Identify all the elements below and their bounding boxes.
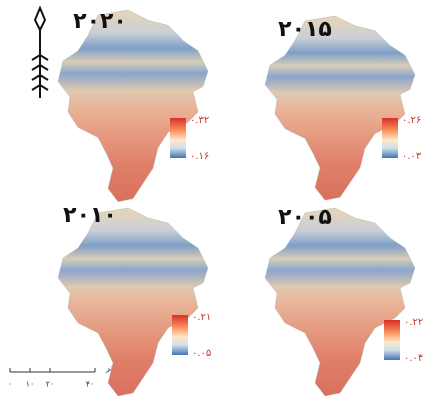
legend-min: ۰.۰۴ [404,353,423,364]
legend-max: ۰.۳۲ [190,115,209,126]
scale-label: ۲۰ [46,380,55,389]
scale-label: ۴۰ [86,380,95,389]
color-bar [384,320,400,360]
map [57,9,209,203]
year-label: ۲۰۲۰ [73,9,127,34]
year-label: ۲۰۰۵ [278,205,332,230]
legend-max: ۰.۲۲ [404,317,423,328]
year-label: ۲۰۱۰ [63,203,117,228]
year-label: ۲۰۱۵ [278,17,332,42]
map [264,207,416,397]
map [57,207,209,397]
legend-min: ۰.۱۶ [190,151,209,162]
map [264,15,416,201]
scale-bar [9,368,96,373]
legend-max: ۰.۲۱ [192,312,211,323]
map-panel [57,207,209,397]
north-arrow [31,5,49,98]
legend-max: ۰.۲۶ [402,115,421,126]
scale-label: ۰ [8,380,12,389]
legend-min: ۰.۰۳ [402,151,422,162]
map-panel [57,9,209,203]
color-bar [382,118,398,158]
color-bar [172,315,188,355]
map-panel [264,15,416,201]
map-panel [264,207,416,397]
scale-label: ۱۰ [26,380,35,389]
color-bar [170,118,186,158]
legend-min: ۰.۰۵ [192,348,211,359]
